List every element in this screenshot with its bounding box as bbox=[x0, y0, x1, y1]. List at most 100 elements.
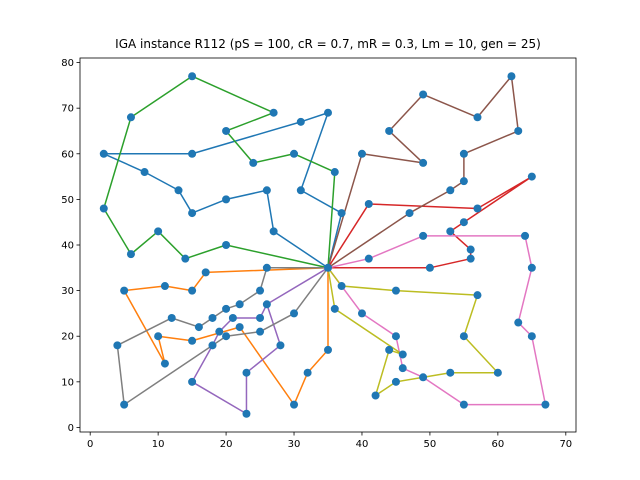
customer-point bbox=[419, 158, 428, 167]
customer-point bbox=[446, 186, 455, 195]
customer-point bbox=[398, 350, 407, 359]
customer-point bbox=[391, 377, 400, 386]
customer-point bbox=[188, 149, 197, 158]
customer-point bbox=[324, 108, 332, 117]
customer-point bbox=[385, 345, 394, 354]
y-tick-label: 80 bbox=[61, 58, 74, 69]
customer-point bbox=[466, 254, 475, 263]
customer-point bbox=[459, 400, 468, 409]
customer-point bbox=[473, 113, 482, 122]
y-tick-label: 50 bbox=[61, 195, 74, 206]
customer-point bbox=[419, 90, 428, 99]
x-tick-label: 0 bbox=[87, 439, 93, 450]
customer-point bbox=[296, 186, 305, 195]
customer-point bbox=[303, 368, 312, 377]
customer-point bbox=[154, 332, 163, 341]
customer-point bbox=[459, 177, 468, 186]
customer-point bbox=[194, 323, 203, 332]
customer-point bbox=[391, 286, 400, 295]
y-tick-label: 10 bbox=[61, 377, 74, 388]
customer-point bbox=[405, 209, 414, 218]
customer-point bbox=[99, 204, 108, 213]
customer-point bbox=[120, 286, 129, 295]
customer-point bbox=[262, 263, 271, 272]
customer-point bbox=[419, 231, 428, 240]
customer-point bbox=[188, 286, 197, 295]
y-tick-label: 70 bbox=[61, 104, 74, 115]
customer-point bbox=[446, 368, 455, 377]
customer-point bbox=[208, 313, 217, 322]
customer-point bbox=[167, 313, 176, 322]
customer-point bbox=[113, 341, 122, 350]
plot-inner bbox=[99, 72, 550, 418]
customer-point bbox=[290, 309, 299, 318]
customer-point bbox=[249, 158, 258, 167]
customer-point bbox=[459, 332, 468, 341]
customer-point bbox=[371, 391, 380, 400]
customer-point bbox=[222, 195, 231, 204]
x-tick-label: 30 bbox=[288, 439, 301, 450]
customer-point bbox=[473, 291, 482, 300]
customer-point bbox=[222, 304, 231, 313]
customer-point bbox=[337, 282, 346, 291]
customer-point bbox=[208, 341, 217, 350]
route-line-1 bbox=[103, 111, 343, 269]
plot-area bbox=[99, 72, 550, 418]
axes: 0 10 20 30 40 50 60 70 0 10 20 30 40 50 60 70 80 bbox=[61, 57, 577, 450]
customer-point bbox=[493, 368, 502, 377]
customer-point bbox=[242, 409, 251, 418]
customer-point bbox=[514, 318, 523, 327]
customer-point bbox=[357, 149, 366, 158]
x-tick-label: 20 bbox=[220, 439, 233, 450]
x-tick-label: 50 bbox=[424, 439, 437, 450]
customer-point bbox=[181, 254, 190, 263]
customer-point bbox=[140, 168, 149, 177]
customer-point bbox=[188, 336, 197, 345]
customer-point bbox=[188, 377, 197, 386]
customer-point bbox=[222, 126, 231, 135]
customer-point bbox=[290, 149, 299, 158]
depot-point bbox=[324, 263, 332, 272]
route-line-3 bbox=[103, 75, 336, 269]
customer-point bbox=[466, 245, 475, 254]
customer-point bbox=[154, 227, 163, 236]
customer-point bbox=[120, 400, 129, 409]
customer-point bbox=[215, 327, 224, 336]
customer-point bbox=[188, 209, 197, 218]
customer-point bbox=[262, 300, 271, 309]
customer-point bbox=[99, 149, 108, 158]
customer-point bbox=[235, 323, 244, 332]
customer-point bbox=[256, 286, 265, 295]
customer-point bbox=[256, 327, 265, 336]
customer-point bbox=[330, 304, 339, 313]
customer-point bbox=[290, 400, 299, 409]
customer-point bbox=[459, 149, 468, 158]
customer-point bbox=[262, 186, 271, 195]
customer-point bbox=[269, 227, 278, 236]
route-line-8 bbox=[116, 266, 330, 406]
customer-point bbox=[398, 364, 407, 373]
y-tick-label: 20 bbox=[61, 332, 74, 343]
x-tick-label: 70 bbox=[559, 439, 572, 450]
customer-point bbox=[364, 254, 373, 263]
customer-point bbox=[364, 199, 373, 208]
y-tick-label: 0 bbox=[68, 423, 74, 434]
customer-point bbox=[507, 72, 516, 81]
customer-point bbox=[473, 204, 482, 213]
customer-point bbox=[337, 209, 346, 218]
customer-point bbox=[242, 368, 251, 377]
customer-point bbox=[446, 227, 455, 236]
customer-point bbox=[222, 332, 231, 341]
customer-point bbox=[514, 126, 523, 135]
customer-point bbox=[188, 72, 197, 81]
customer-point bbox=[160, 359, 169, 368]
customer-point bbox=[160, 282, 169, 291]
customer-point bbox=[324, 345, 332, 354]
customer-point bbox=[527, 263, 536, 272]
customer-point bbox=[541, 400, 550, 409]
customer-point bbox=[201, 268, 210, 277]
x-tick-label: 60 bbox=[491, 439, 504, 450]
customer-point bbox=[269, 108, 278, 117]
